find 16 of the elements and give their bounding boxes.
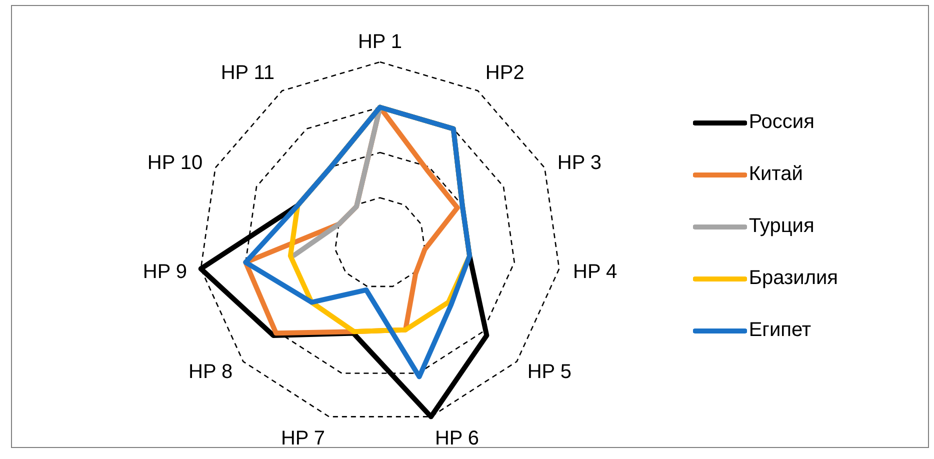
spoke-label: HP 11 <box>220 62 275 84</box>
legend-label: Бразилия <box>748 267 838 290</box>
spoke-label: HP 1 <box>358 31 402 53</box>
spoke-label: HP 3 <box>557 152 602 174</box>
spoke-label: HP 4 <box>573 260 618 283</box>
spoke-label: HP 6 <box>434 427 480 450</box>
legend-label: Египет <box>748 319 812 342</box>
spoke-label: HP2 <box>485 62 524 84</box>
spoke-label: HP 5 <box>527 360 572 383</box>
spoke-label: HP 10 <box>147 152 203 174</box>
legend-label: Китай <box>748 163 803 186</box>
spoke-label: HP 9 <box>142 260 187 283</box>
legend-label: Россия <box>748 111 814 134</box>
spoke-label: HP 8 <box>188 360 233 383</box>
legend-label: Турция <box>748 215 814 238</box>
spoke-label: HP 7 <box>280 427 326 450</box>
